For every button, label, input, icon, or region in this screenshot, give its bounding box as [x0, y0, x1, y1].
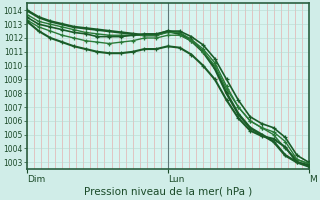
X-axis label: Pression niveau de la mer( hPa ): Pression niveau de la mer( hPa ) — [84, 187, 252, 197]
